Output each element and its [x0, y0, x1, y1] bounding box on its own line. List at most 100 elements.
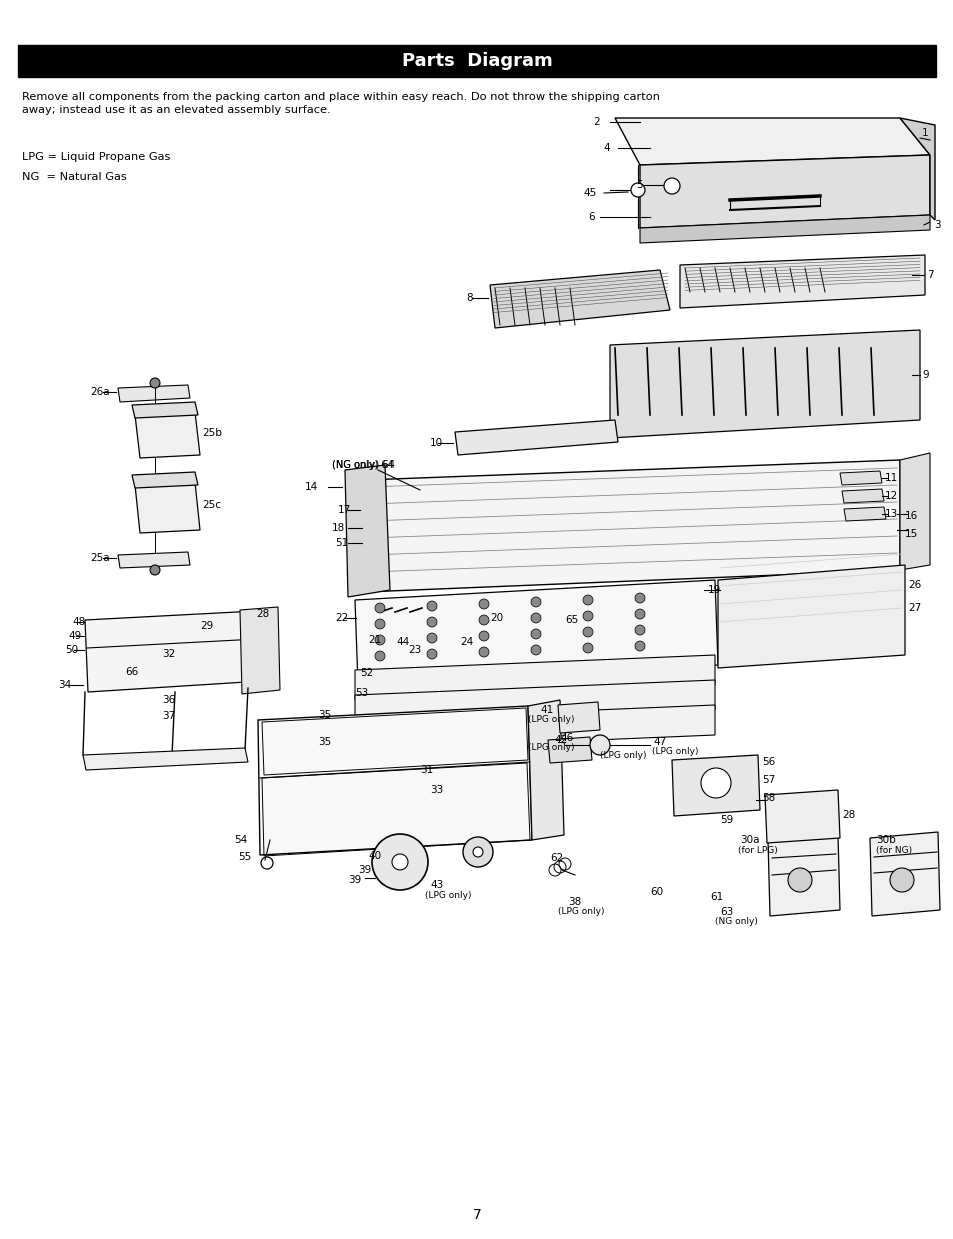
Text: 33: 33 — [430, 786, 443, 795]
Text: 4: 4 — [602, 142, 609, 152]
Text: 26a: 26a — [90, 387, 110, 396]
Text: 19: 19 — [707, 585, 720, 595]
Circle shape — [478, 647, 489, 657]
Text: 41: 41 — [539, 705, 553, 715]
Circle shape — [630, 183, 644, 197]
Text: 25c: 25c — [202, 501, 221, 510]
Polygon shape — [558, 703, 599, 733]
Circle shape — [427, 649, 436, 659]
Polygon shape — [547, 737, 592, 763]
Text: 50: 50 — [65, 646, 78, 655]
Text: 38: 38 — [567, 897, 580, 907]
Circle shape — [889, 869, 913, 892]
Circle shape — [372, 834, 428, 890]
Text: 56: 56 — [761, 757, 775, 767]
Text: 57: 57 — [761, 776, 775, 786]
Text: (NG only): (NG only) — [714, 918, 757, 927]
Text: 15: 15 — [904, 529, 918, 539]
Polygon shape — [455, 420, 618, 455]
Text: 24: 24 — [459, 637, 473, 647]
Text: 65: 65 — [564, 615, 578, 624]
Text: (LPG only): (LPG only) — [558, 907, 604, 917]
Text: 14: 14 — [305, 482, 318, 492]
Circle shape — [635, 641, 644, 650]
Text: Remove all components from the packing carton and place within easy reach. Do no: Remove all components from the packing c… — [22, 92, 659, 115]
Circle shape — [427, 633, 436, 643]
Circle shape — [478, 631, 489, 641]
Text: 31: 31 — [419, 764, 433, 776]
Circle shape — [531, 629, 540, 639]
Polygon shape — [615, 118, 929, 165]
Circle shape — [787, 869, 811, 892]
Polygon shape — [843, 507, 885, 522]
Text: 5: 5 — [636, 180, 642, 190]
Text: 16: 16 — [904, 510, 918, 522]
Text: 2: 2 — [593, 116, 599, 128]
Text: 28: 28 — [841, 810, 854, 820]
Polygon shape — [135, 413, 200, 458]
Circle shape — [582, 595, 593, 605]
Text: 49: 49 — [68, 631, 81, 641]
Text: 1: 1 — [921, 128, 927, 138]
Text: 62: 62 — [550, 852, 562, 864]
Text: 42: 42 — [554, 735, 567, 745]
Circle shape — [150, 565, 160, 575]
Polygon shape — [764, 790, 840, 843]
Polygon shape — [240, 607, 280, 694]
Text: 26: 26 — [907, 580, 921, 590]
Circle shape — [582, 643, 593, 653]
Polygon shape — [639, 155, 929, 228]
Text: 39: 39 — [357, 865, 371, 875]
Text: (LPG only): (LPG only) — [424, 892, 471, 901]
Text: 12: 12 — [884, 491, 898, 501]
Text: 6: 6 — [587, 212, 594, 222]
Circle shape — [478, 598, 489, 610]
Text: 25b: 25b — [202, 427, 222, 439]
Text: 35: 35 — [317, 710, 331, 720]
Text: 53: 53 — [355, 688, 368, 698]
Polygon shape — [257, 706, 532, 855]
Text: (LPG only): (LPG only) — [599, 751, 646, 760]
Text: (NG only) 64: (NG only) 64 — [332, 460, 394, 470]
Text: 35: 35 — [317, 737, 331, 747]
Text: (for LPG): (for LPG) — [738, 845, 777, 855]
Polygon shape — [527, 700, 563, 840]
Text: 55: 55 — [237, 852, 251, 862]
Text: 20: 20 — [490, 613, 502, 623]
Text: 7: 7 — [926, 270, 933, 280]
Polygon shape — [671, 755, 760, 817]
Text: 32: 32 — [162, 649, 175, 659]
Text: 54: 54 — [233, 835, 247, 845]
Polygon shape — [118, 553, 190, 567]
Polygon shape — [83, 748, 248, 769]
Text: 48: 48 — [71, 617, 85, 627]
Text: 44: 44 — [395, 637, 409, 647]
Text: 58: 58 — [761, 793, 775, 803]
Text: (LPG only): (LPG only) — [651, 747, 698, 757]
Polygon shape — [841, 489, 883, 503]
Circle shape — [375, 603, 385, 613]
Text: 51: 51 — [335, 538, 348, 548]
Text: 17: 17 — [337, 506, 351, 515]
Text: 63: 63 — [720, 907, 733, 917]
Text: 11: 11 — [884, 473, 898, 483]
Text: 7: 7 — [472, 1208, 481, 1222]
Text: 59: 59 — [720, 815, 733, 825]
Circle shape — [427, 617, 436, 627]
Circle shape — [473, 847, 482, 857]
Text: Parts  Diagram: Parts Diagram — [401, 52, 552, 69]
Text: 27: 27 — [907, 603, 921, 613]
Text: 21: 21 — [368, 636, 381, 646]
Circle shape — [478, 615, 489, 624]
Circle shape — [700, 768, 730, 798]
Text: 40: 40 — [368, 851, 381, 861]
Polygon shape — [355, 655, 714, 700]
Polygon shape — [490, 270, 669, 328]
Polygon shape — [365, 460, 899, 592]
Text: (LPG only): (LPG only) — [527, 715, 574, 725]
Text: 36: 36 — [162, 695, 175, 705]
Text: 39: 39 — [348, 875, 361, 885]
Circle shape — [663, 178, 679, 195]
Text: 3: 3 — [933, 221, 940, 230]
Text: 52: 52 — [359, 668, 373, 678]
